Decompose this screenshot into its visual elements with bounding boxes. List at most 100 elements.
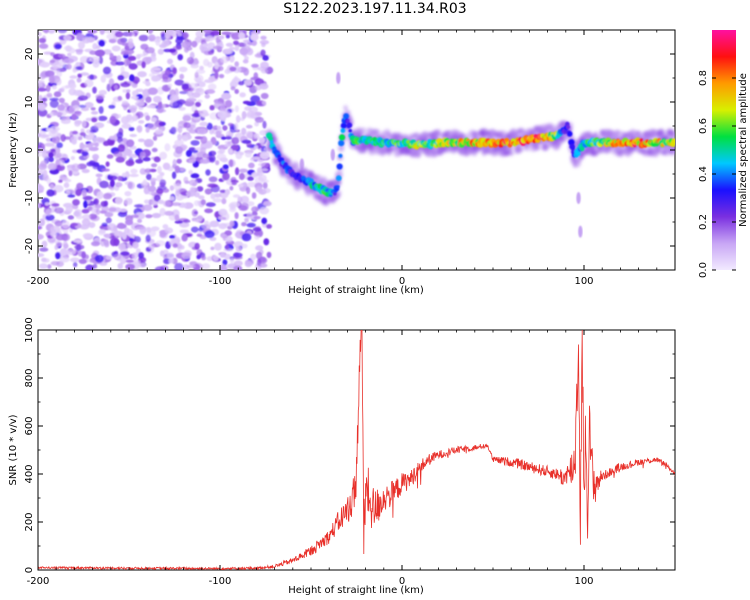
noise-blob xyxy=(176,158,182,164)
noise-blob xyxy=(168,258,174,264)
noise-blob xyxy=(77,73,83,78)
noise-blob xyxy=(137,138,145,143)
noise-blob xyxy=(70,135,77,144)
noise-blob xyxy=(78,258,87,264)
noise-blob xyxy=(43,169,48,177)
noise-blob xyxy=(194,242,200,250)
noise-blob xyxy=(49,183,55,189)
noise-blob xyxy=(97,115,108,121)
noise-blob xyxy=(251,156,261,160)
noise-blob xyxy=(234,122,239,131)
noise-blob xyxy=(139,168,147,175)
spectrogram-blip xyxy=(336,72,341,84)
noise-blob xyxy=(163,253,168,260)
noise-blob xyxy=(167,166,174,172)
noise-blob xyxy=(231,181,237,186)
noise-blob xyxy=(251,136,261,140)
noise-blob xyxy=(225,42,234,47)
noise-blob xyxy=(72,67,77,73)
noise-blob xyxy=(261,179,269,183)
noise-blob xyxy=(169,185,175,191)
ridge-core xyxy=(265,113,675,197)
spectrogram-blip xyxy=(299,158,305,171)
noise-blob xyxy=(142,80,150,85)
noise-blob xyxy=(156,105,164,114)
noise-blob xyxy=(183,122,191,129)
colorbar-tick-label: 0.2 xyxy=(698,214,709,230)
noise-blob xyxy=(211,56,218,64)
noise-blob xyxy=(262,187,271,194)
noise-blob xyxy=(145,214,153,219)
noise-blob xyxy=(219,264,227,270)
ridge-dot xyxy=(639,138,643,143)
noise-blob xyxy=(242,59,249,64)
noise-blob xyxy=(172,159,177,167)
noise-blob xyxy=(229,55,235,63)
noise-blob xyxy=(54,43,62,50)
noise-blob xyxy=(54,207,64,214)
noise-blob xyxy=(70,257,80,263)
noise-blob xyxy=(164,69,171,76)
noise-blob xyxy=(159,207,166,217)
noise-blob xyxy=(67,215,75,220)
noise-blob xyxy=(233,252,243,258)
noise-blob xyxy=(105,161,110,167)
noise-blob xyxy=(44,202,50,206)
noise-blob xyxy=(222,172,230,181)
noise-blob xyxy=(63,58,74,64)
noise-blob xyxy=(55,252,61,260)
noise-blob xyxy=(55,233,66,241)
noise-blob xyxy=(180,167,185,172)
noise-blob xyxy=(241,222,247,227)
noise-blob xyxy=(207,42,216,49)
noise-blob xyxy=(229,206,237,213)
noise-blob xyxy=(71,113,77,121)
noise-blob xyxy=(188,169,193,175)
noise-blob xyxy=(99,180,109,189)
noise-blob xyxy=(235,167,240,176)
noise-blob xyxy=(141,181,149,187)
noise-blob xyxy=(240,195,250,204)
noise-blob xyxy=(63,182,70,188)
noise-blob xyxy=(213,255,219,262)
noise-blob xyxy=(122,148,133,156)
noise-blob xyxy=(72,199,80,206)
ridge-halo-dot xyxy=(535,145,541,151)
noise-blob xyxy=(48,75,55,84)
noise-blob xyxy=(171,257,178,265)
noise-blob xyxy=(46,128,54,132)
noise-blob xyxy=(243,79,253,86)
noise-blob xyxy=(53,91,62,98)
noise-blob xyxy=(77,95,89,101)
noise-blob xyxy=(205,169,211,176)
noise-blob xyxy=(73,211,80,217)
snr-xlabel: Height of straight line (km) xyxy=(288,585,424,596)
noise-blob xyxy=(234,46,239,52)
ridge-halo-dot xyxy=(286,158,291,163)
noise-blob xyxy=(252,171,258,178)
noise-blob xyxy=(122,71,130,77)
noise-blob xyxy=(215,160,220,166)
noise-blob xyxy=(145,56,152,64)
colorbar-gradient xyxy=(712,30,736,270)
noise-blob xyxy=(91,207,97,215)
noise-blob xyxy=(260,35,267,40)
noise-blob xyxy=(219,252,226,258)
noise-blob xyxy=(85,264,94,270)
noise-blob xyxy=(214,61,220,70)
noise-blob xyxy=(251,63,259,68)
noise-blob xyxy=(39,218,46,227)
ridge-dot xyxy=(346,122,353,128)
noise-blob xyxy=(38,82,43,87)
noise-blob xyxy=(122,89,128,93)
noise-blob xyxy=(225,189,230,196)
noise-blob xyxy=(200,136,208,144)
noise-blob xyxy=(200,199,206,206)
noise-blob xyxy=(61,220,70,229)
noise-blob xyxy=(163,258,171,265)
noise-blob xyxy=(181,234,188,242)
noise-blob xyxy=(75,32,85,41)
noise-blob xyxy=(44,142,55,147)
noise-blob xyxy=(65,205,73,214)
noise-blob xyxy=(154,266,165,270)
